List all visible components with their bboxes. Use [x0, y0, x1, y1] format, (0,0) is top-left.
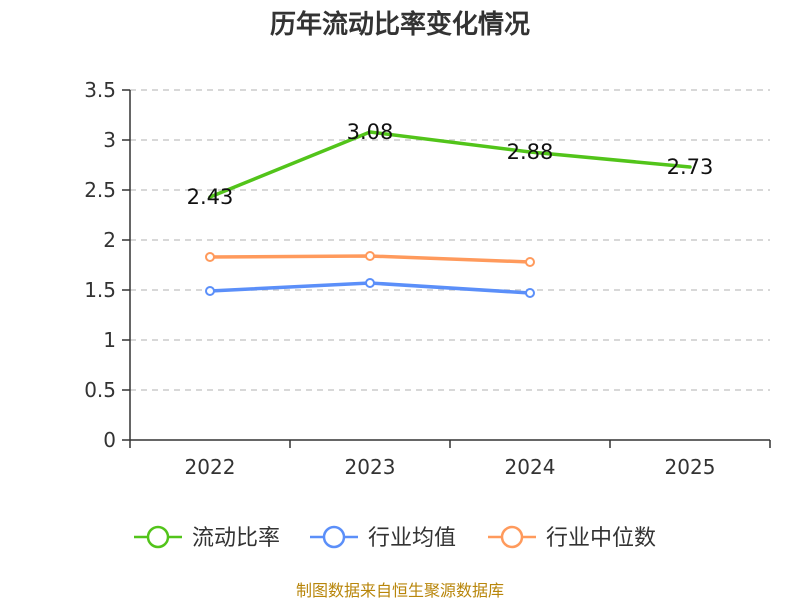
data-label: 2.43 — [187, 185, 234, 209]
grid-lines — [130, 89, 770, 391]
data-labels: 2.43 3.08 2.88 2.73 — [187, 120, 714, 209]
chart-title: 历年流动比率变化情况 — [270, 9, 530, 40]
y-tick-label: 2 — [103, 228, 116, 252]
legend-marker-icon — [500, 525, 524, 549]
data-label: 2.73 — [667, 155, 714, 179]
legend: 流动比率 行业均值 行业中位数 — [134, 525, 656, 551]
data-point — [205, 252, 215, 262]
data-point — [205, 286, 215, 296]
y-tick-label: 3 — [103, 128, 116, 152]
series-line-1 — [208, 130, 692, 199]
x-axis-ticks: 2022 2023 2024 2025 — [129, 440, 771, 479]
series — [205, 130, 692, 298]
x-tick-label: 2024 — [505, 455, 556, 479]
x-tick-label: 2025 — [665, 455, 716, 479]
source-note: 制图数据来自恒生聚源数据库 — [296, 581, 504, 600]
data-point — [525, 257, 535, 267]
data-label: 3.08 — [347, 120, 394, 144]
y-tick-label: 0.5 — [84, 378, 116, 402]
legend-label: 流动比率 — [192, 526, 280, 551]
legend-label: 行业均值 — [368, 526, 456, 551]
data-point — [365, 251, 375, 261]
x-tick-label: 2022 — [185, 455, 236, 479]
y-tick-label: 0 — [103, 428, 116, 452]
data-label: 2.88 — [507, 140, 554, 164]
data-point — [525, 288, 535, 298]
data-point — [365, 278, 375, 288]
x-tick-label: 2023 — [345, 455, 396, 479]
y-axis-ticks: 0 0.5 1 1.5 2 2.5 3 3.5 — [84, 78, 130, 452]
y-tick-label: 1.5 — [84, 278, 116, 302]
legend-label: 行业中位数 — [546, 526, 656, 551]
y-tick-label: 1 — [103, 328, 116, 352]
y-tick-label: 3.5 — [84, 78, 116, 102]
y-tick-label: 2.5 — [84, 178, 116, 202]
legend-marker-icon — [322, 525, 346, 549]
legend-marker-icon — [146, 525, 170, 549]
